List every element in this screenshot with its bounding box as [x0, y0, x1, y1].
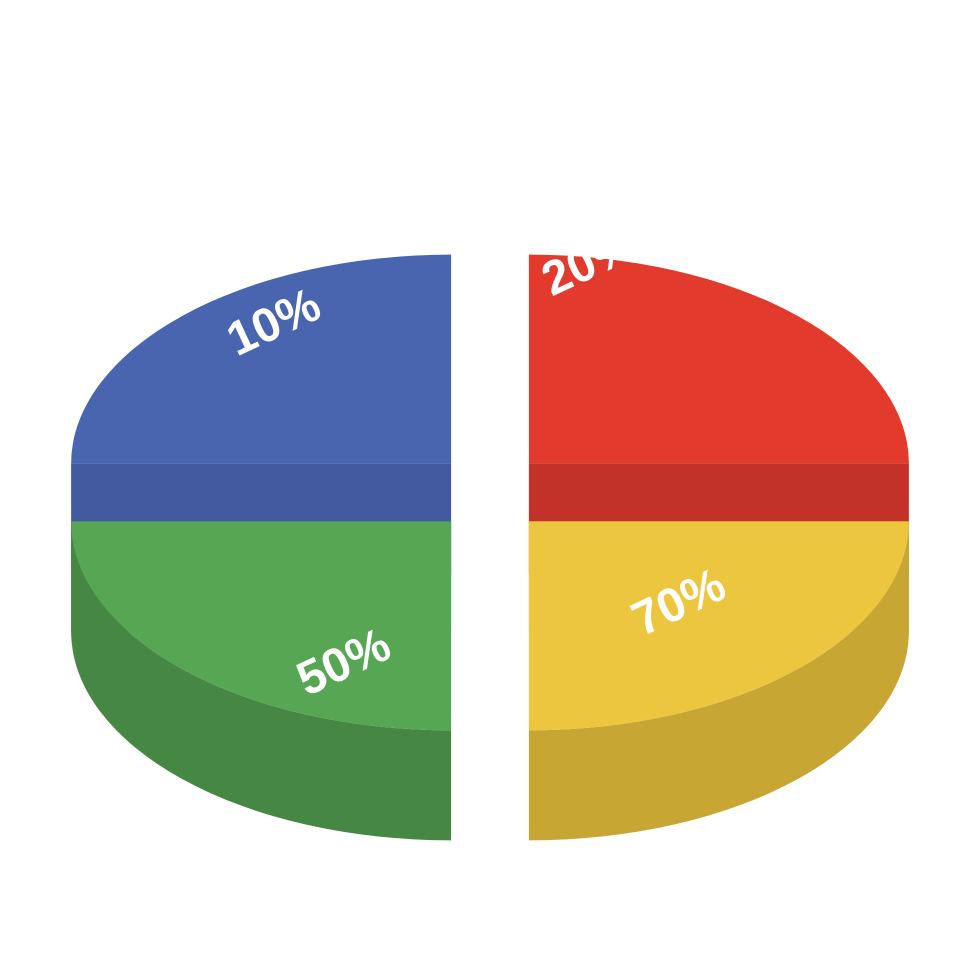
pie-slice-green: 50% [71, 521, 451, 840]
pie-slice-top-blue [71, 255, 451, 464]
pie-chart-isometric: 20%10%70%50% [0, 0, 980, 980]
pie-slice-red: 20% [529, 218, 909, 573]
pie-chart-svg: 20%10%70%50% [0, 0, 980, 980]
pie-slice-yellow: 70% [529, 521, 909, 840]
